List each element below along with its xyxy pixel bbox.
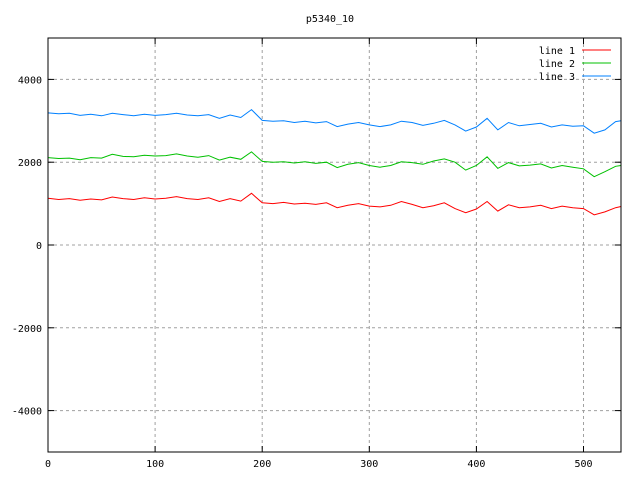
series-lines (47, 108, 622, 216)
legend: line 1 line 2 line 3 (539, 46, 611, 83)
y-tick-label: 2000 (18, 158, 42, 169)
legend-label: line 3 (539, 72, 575, 83)
chart-title: p5340_10 (306, 14, 354, 25)
grid (48, 38, 621, 452)
series-line-2 (47, 151, 622, 178)
y-tick-label: -2000 (12, 324, 42, 335)
legend-label: line 2 (539, 59, 575, 70)
x-tick-label: 400 (467, 459, 485, 470)
y-tick-label: -4000 (12, 407, 42, 418)
x-tick-label: 500 (574, 459, 592, 470)
y-tick-label: 0 (36, 241, 42, 252)
y-tick-label: 4000 (18, 75, 42, 86)
legend-label: line 1 (539, 46, 575, 57)
x-tick-label: 0 (45, 459, 51, 470)
series-line-3 (47, 108, 622, 134)
plot-border (47, 37, 622, 453)
x-tick-label: 200 (253, 459, 271, 470)
axis-ticks: 0 100 200 300 400 500 -4000 -2000 0 2000 4000 (12, 38, 621, 470)
series-line-1 (47, 192, 622, 216)
x-tick-label: 300 (360, 459, 378, 470)
x-tick-label: 100 (146, 459, 164, 470)
